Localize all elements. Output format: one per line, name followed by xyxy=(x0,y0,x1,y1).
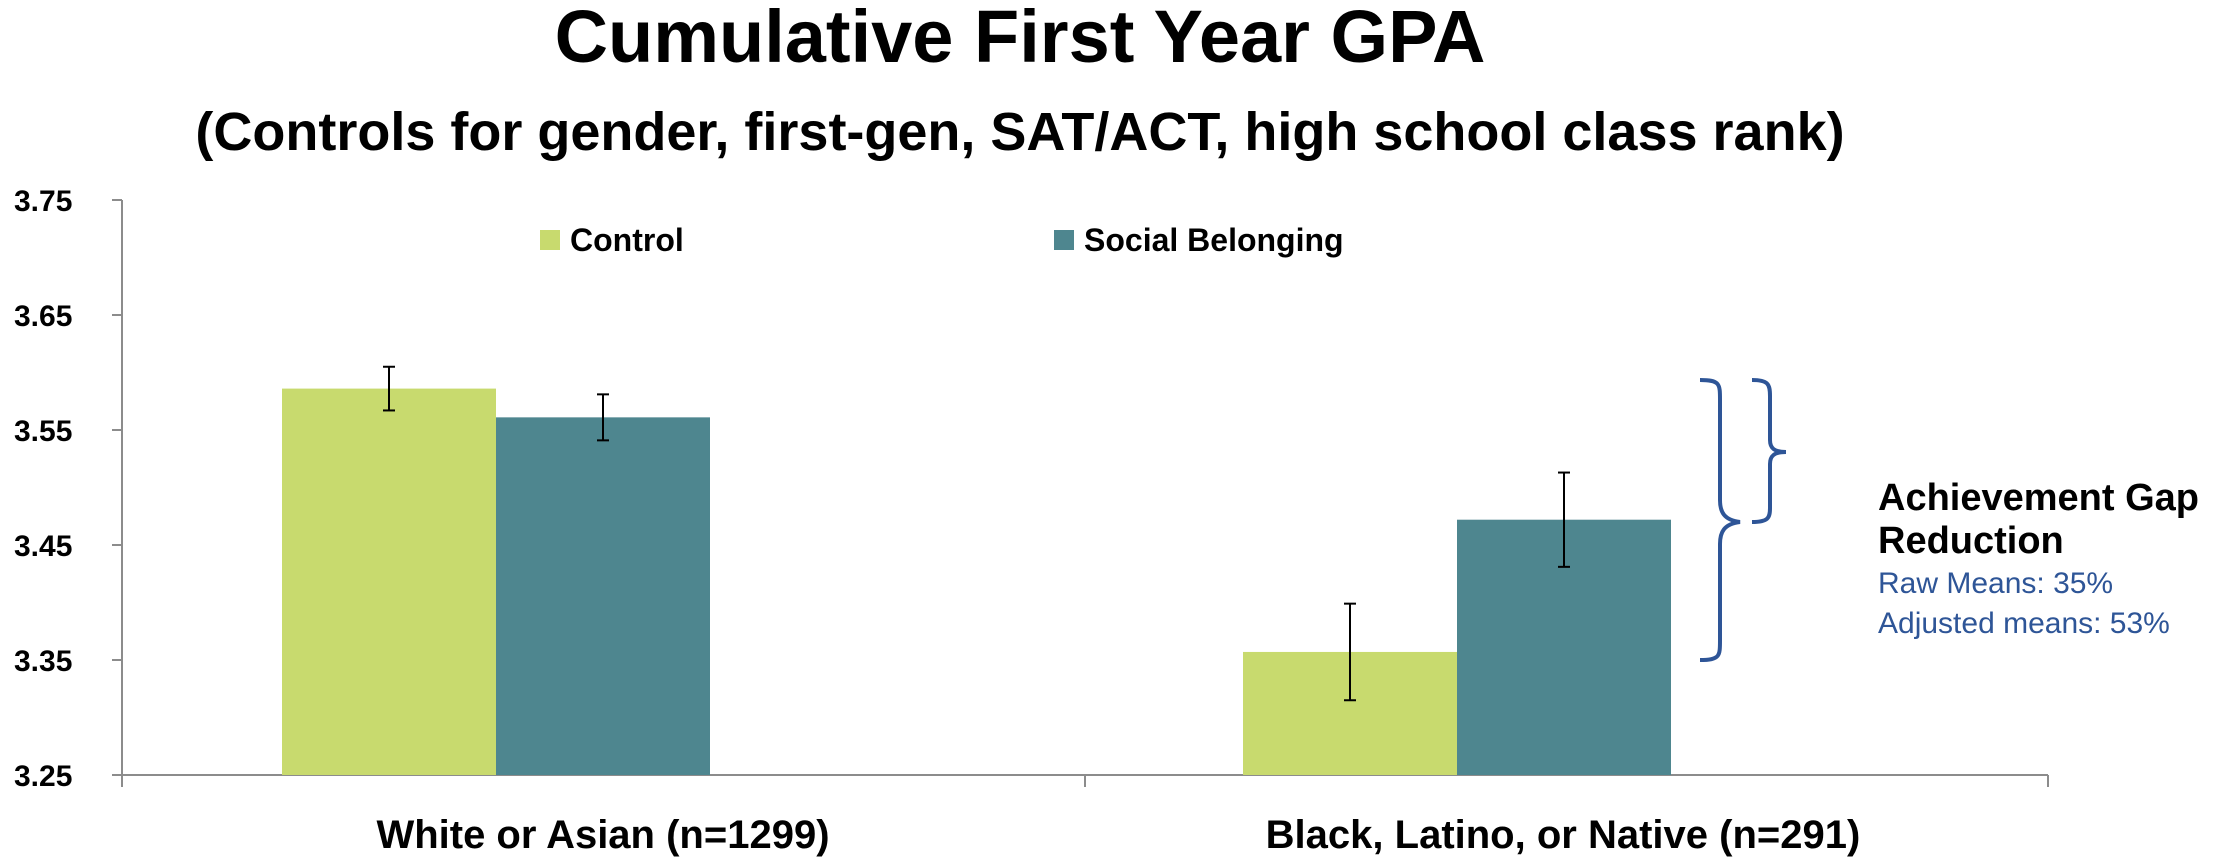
gap-bracket-large xyxy=(1699,378,1741,662)
y-tick-label: 3.75 xyxy=(14,185,72,218)
y-tick-label: 3.65 xyxy=(14,300,72,333)
y-tick-label: 3.45 xyxy=(14,530,72,563)
chart-subtitle: (Controls for gender, first-gen, SAT/ACT… xyxy=(195,102,1844,162)
y-tick-label: 3.25 xyxy=(14,760,72,793)
legend-label-social-belonging: Social Belonging xyxy=(1084,222,1344,258)
legend-swatch-social-belonging xyxy=(1054,230,1074,250)
category-label-white-asian: White or Asian (n=1299) xyxy=(376,813,829,857)
legend: Control Social Belonging xyxy=(540,222,1344,258)
chart-title: Cumulative First Year GPA xyxy=(555,0,1486,78)
annotation-adjusted-means: Adjusted means: 53% xyxy=(1878,607,2170,640)
annotation-title-line2: Reduction xyxy=(1878,520,2064,562)
error-bar xyxy=(383,365,395,412)
annotation-raw-means: Raw Means: 35% xyxy=(1878,567,2113,600)
error-bar xyxy=(597,393,609,442)
category-label-black-latino-native: Black, Latino, or Native (n=291) xyxy=(1266,813,1861,857)
y-tick-label: 3.55 xyxy=(14,415,72,448)
error-bar xyxy=(1344,602,1356,702)
bar-social-belonging-0 xyxy=(496,417,710,775)
gap-bracket-small xyxy=(1751,378,1787,524)
legend-swatch-control xyxy=(540,230,560,250)
annotation: Achievement Gap Reduction Raw Means: 35%… xyxy=(1878,477,2199,640)
annotation-title-line1: Achievement Gap xyxy=(1878,477,2199,519)
error-bar xyxy=(1558,471,1570,568)
legend-label-control: Control xyxy=(570,222,684,258)
y-tick-label: 3.35 xyxy=(14,645,72,678)
bar-control-0 xyxy=(282,388,496,775)
